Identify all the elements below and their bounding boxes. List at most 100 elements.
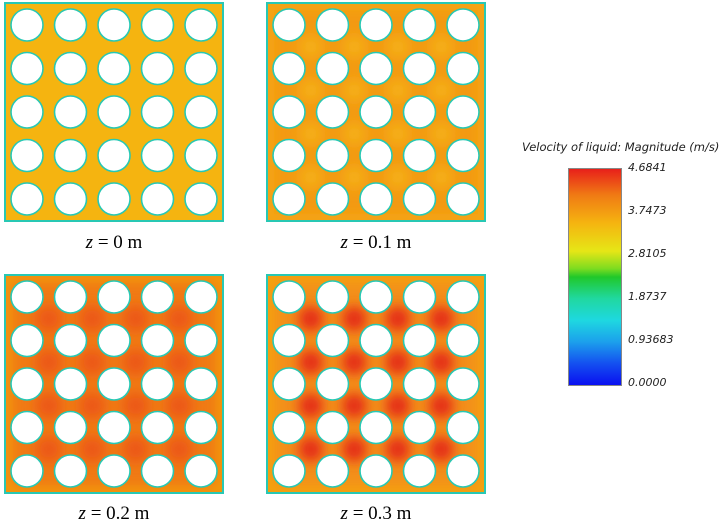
fuel-rod bbox=[315, 367, 350, 401]
fuel-rod bbox=[140, 280, 175, 314]
fuel-rod bbox=[359, 454, 393, 488]
fuel-rod bbox=[97, 280, 131, 314]
fuel-rod bbox=[446, 138, 480, 173]
fuel-rod bbox=[140, 410, 175, 445]
fuel-rod bbox=[272, 8, 306, 42]
fuel-rod bbox=[315, 323, 350, 358]
fuel-rod bbox=[10, 51, 44, 86]
fuel-rod bbox=[272, 323, 306, 358]
fuel-rod bbox=[184, 51, 218, 86]
fuel-rod bbox=[140, 323, 175, 358]
fuel-rod bbox=[402, 410, 437, 445]
velocity-gradient bbox=[266, 2, 486, 222]
caption-equals: = bbox=[93, 232, 114, 253]
fuel-rod bbox=[97, 51, 131, 86]
fuel-rod bbox=[53, 8, 88, 42]
fuel-rod bbox=[446, 95, 480, 129]
fuel-rod bbox=[97, 367, 131, 401]
legend-tick-3: 2.8105 bbox=[628, 247, 667, 260]
caption-variable: z bbox=[340, 503, 348, 524]
contour-plot bbox=[266, 274, 486, 494]
fuel-rod bbox=[140, 51, 175, 86]
fuel-rod bbox=[10, 454, 44, 488]
caption-value: 0.3 m bbox=[368, 503, 412, 524]
fuel-rod bbox=[272, 367, 306, 401]
fuel-rod bbox=[97, 8, 131, 42]
fuel-rod bbox=[10, 182, 44, 216]
panel-caption-z0-2: z = 0.2 m bbox=[4, 503, 224, 525]
fuel-rod bbox=[10, 367, 44, 401]
fuel-rod bbox=[315, 51, 350, 86]
fuel-rod bbox=[140, 95, 175, 129]
fuel-rod bbox=[97, 95, 131, 129]
caption-variable: z bbox=[340, 232, 348, 253]
fuel-rod bbox=[97, 182, 131, 216]
colorbar bbox=[568, 168, 622, 386]
fuel-rod bbox=[10, 138, 44, 173]
panel-caption-z0-3: z = 0.3 m bbox=[266, 503, 486, 525]
velocity-panel-z0 bbox=[4, 2, 224, 222]
fuel-rod bbox=[140, 367, 175, 401]
fuel-rod bbox=[359, 138, 393, 173]
fuel-rod bbox=[184, 323, 218, 358]
fuel-rod bbox=[184, 8, 218, 42]
fuel-rod bbox=[184, 95, 218, 129]
contour-plot bbox=[4, 274, 224, 494]
fuel-rod bbox=[402, 323, 437, 358]
fuel-rod bbox=[402, 280, 437, 314]
fuel-rod bbox=[10, 323, 44, 358]
fuel-rod bbox=[446, 182, 480, 216]
fuel-rod bbox=[272, 95, 306, 129]
caption-variable: z bbox=[85, 232, 94, 253]
legend-tick-2: 3.7473 bbox=[628, 204, 667, 217]
caption-value: 0.1 m bbox=[368, 232, 412, 253]
fuel-rod bbox=[272, 454, 306, 488]
fuel-rod bbox=[53, 367, 88, 401]
fuel-rod bbox=[402, 182, 437, 216]
fuel-rod bbox=[272, 182, 306, 216]
fuel-rod bbox=[53, 454, 88, 488]
fuel-rod bbox=[97, 138, 131, 173]
velocity-panel-z0-2 bbox=[4, 274, 224, 494]
fuel-rod bbox=[359, 280, 393, 314]
fuel-rod bbox=[140, 182, 175, 216]
fuel-rod bbox=[53, 280, 88, 314]
fuel-rod bbox=[446, 454, 480, 488]
fuel-rod bbox=[97, 323, 131, 358]
fuel-rod bbox=[53, 138, 88, 173]
fuel-rod bbox=[315, 8, 350, 42]
fuel-rod bbox=[446, 323, 480, 358]
fuel-rod bbox=[10, 280, 44, 314]
fuel-rod bbox=[359, 51, 393, 86]
fuel-rod bbox=[402, 454, 437, 488]
velocity-panel-z0-3 bbox=[266, 274, 486, 494]
fuel-rod bbox=[10, 8, 44, 42]
fuel-rod bbox=[272, 138, 306, 173]
contour-plot bbox=[266, 2, 486, 222]
fuel-rod bbox=[315, 410, 350, 445]
channel-wall bbox=[4, 274, 224, 494]
fuel-rod bbox=[402, 367, 437, 401]
fuel-rod bbox=[184, 410, 218, 445]
fuel-rod bbox=[272, 280, 306, 314]
fuel-rod bbox=[446, 280, 480, 314]
fuel-rod bbox=[140, 8, 175, 42]
fuel-rod bbox=[359, 8, 393, 42]
fuel-rod bbox=[402, 8, 437, 42]
fuel-rod bbox=[97, 410, 131, 445]
fuel-rod bbox=[315, 454, 350, 488]
fuel-rod bbox=[315, 95, 350, 129]
caption-equals: = bbox=[347, 232, 369, 253]
fuel-rod bbox=[272, 51, 306, 86]
caption-value: 0 m bbox=[113, 232, 143, 253]
fuel-rod bbox=[184, 280, 218, 314]
fuel-rod bbox=[97, 454, 131, 488]
fuel-rod bbox=[53, 95, 88, 129]
legend-title: Velocity of liquid: Magnitude (m/s) bbox=[522, 140, 720, 154]
legend-tick-4: 1.8737 bbox=[628, 290, 667, 303]
velocity-panel-z0-1 bbox=[266, 2, 486, 222]
fuel-rod bbox=[53, 182, 88, 216]
fuel-rod bbox=[184, 367, 218, 401]
fuel-rod bbox=[446, 410, 480, 445]
fuel-rod bbox=[402, 95, 437, 129]
